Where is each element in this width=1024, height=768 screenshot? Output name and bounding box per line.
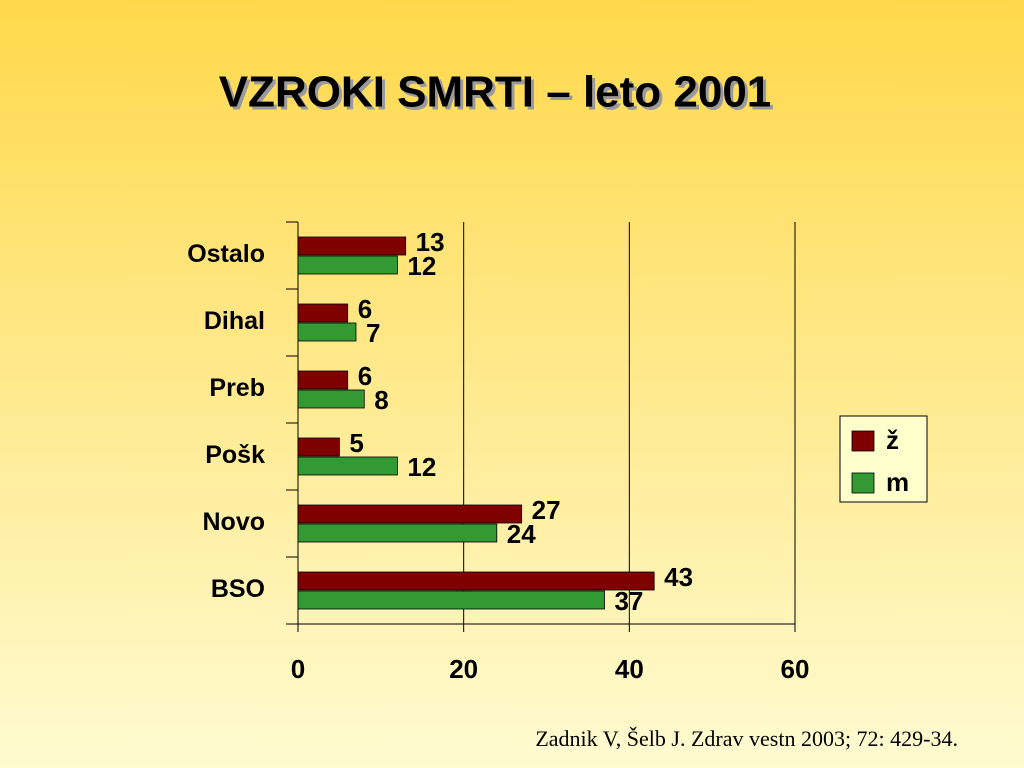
value-label: 6	[358, 361, 372, 391]
x-tick-label: 60	[781, 654, 810, 684]
legend-swatch	[851, 430, 875, 452]
value-label: 7	[366, 318, 380, 348]
value-label: 5	[349, 428, 363, 458]
value-label: 24	[507, 519, 536, 549]
value-label: 12	[407, 452, 436, 482]
legend-swatch	[851, 472, 875, 494]
value-label: 27	[532, 495, 561, 525]
bar	[297, 255, 398, 275]
bar	[297, 303, 349, 323]
chart-title-shadow: VZROKI SMRTI – leto 2001	[222, 71, 775, 120]
bar	[297, 437, 340, 457]
source-note: Zadnik V, Šelb J. Zdrav vestn 2003; 72: …	[535, 726, 958, 751]
bar	[297, 504, 523, 524]
bar	[297, 571, 655, 591]
x-tick-label: 20	[449, 654, 478, 684]
legend-label: m	[886, 467, 909, 497]
value-label: 37	[614, 586, 643, 616]
bar	[297, 389, 365, 409]
value-label: 12	[407, 251, 436, 281]
y-tick-label: Dihal	[204, 307, 265, 335]
bar	[297, 523, 498, 543]
x-tick-label: 40	[615, 654, 644, 684]
bar	[297, 370, 349, 390]
value-label: 6	[358, 294, 372, 324]
x-tick-label: 0	[291, 654, 305, 684]
value-label: 13	[416, 227, 445, 257]
y-tick-label: BSO	[211, 575, 265, 603]
legend-label: ž	[886, 425, 899, 455]
y-tick-label: Ostalo	[187, 240, 265, 268]
chart-title: VZROKI SMRTI – leto 2001	[219, 68, 772, 117]
bar	[297, 590, 605, 610]
bar	[297, 236, 407, 256]
bar	[297, 456, 398, 476]
bar	[297, 322, 357, 342]
value-label: 8	[374, 385, 388, 415]
y-tick-label: Preb	[209, 374, 265, 402]
y-tick-label: Novo	[203, 508, 266, 536]
value-label: 43	[664, 562, 693, 592]
y-tick-label: Pošk	[205, 441, 265, 469]
